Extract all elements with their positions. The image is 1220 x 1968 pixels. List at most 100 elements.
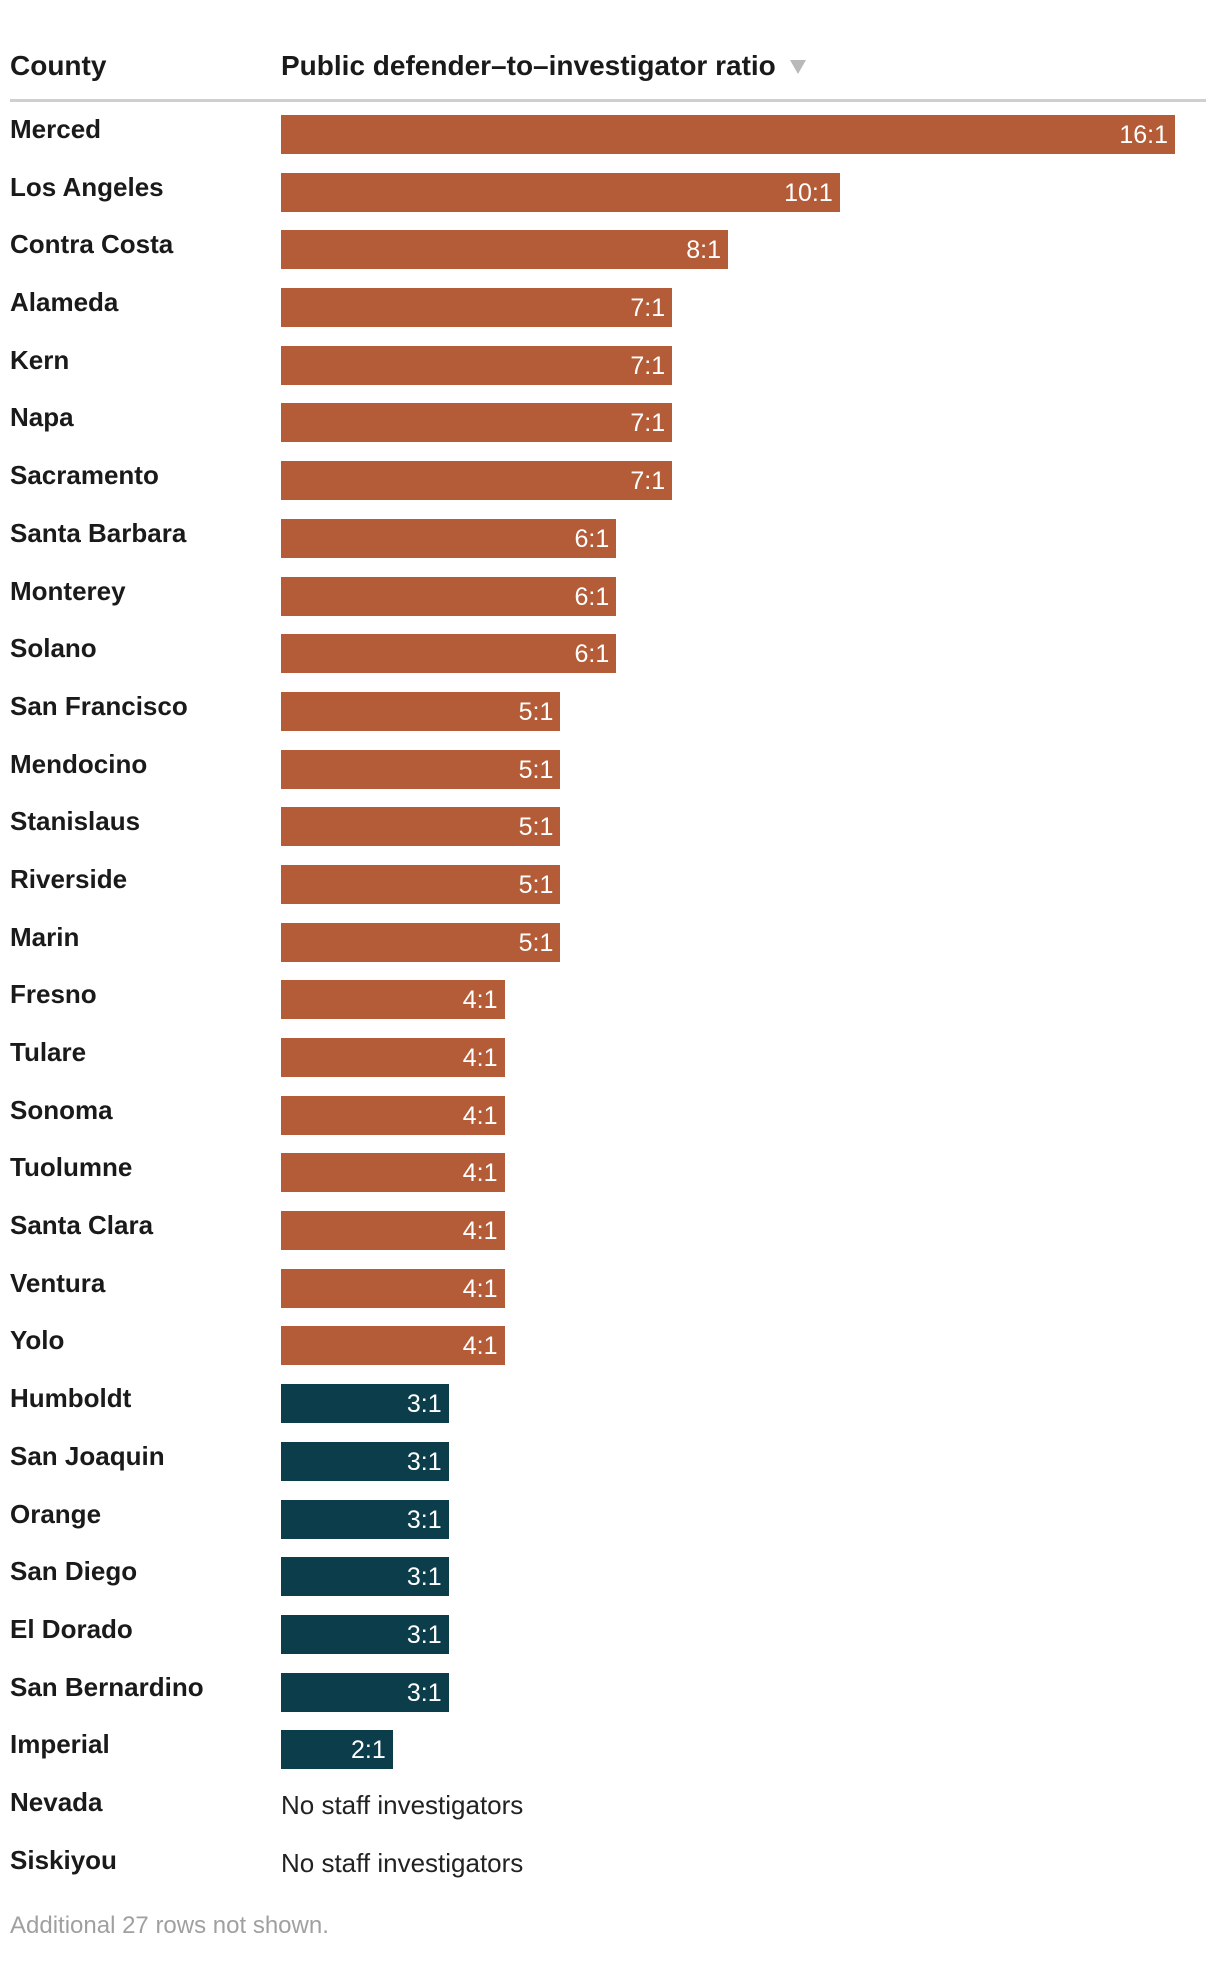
ratio-bar-label: 4:1 <box>462 1159 498 1188</box>
table-row: Sonoma 4:1 <box>10 1083 1206 1141</box>
ratio-bar: 3:1 <box>281 1384 449 1424</box>
ratio-bar: 2:1 <box>281 1730 393 1770</box>
ratio-bar: 3:1 <box>281 1441 449 1481</box>
sort-descending-icon[interactable] <box>789 60 806 74</box>
county-name: Los Angeles <box>10 171 164 202</box>
table-row: Mendocino 5:1 <box>10 737 1206 795</box>
ratio-bar: 16:1 <box>281 115 1175 154</box>
ratio-bar-label: 7:1 <box>630 294 666 323</box>
ratio-bar: 3:1 <box>281 1499 449 1539</box>
county-name: San Diego <box>10 1556 138 1587</box>
table-row: Imperial 2:1 <box>10 1717 1206 1775</box>
county-name: Alameda <box>10 287 119 318</box>
ratio-bar: 4:1 <box>281 1211 505 1251</box>
table-row: Marin 5:1 <box>10 910 1206 968</box>
ratio-bar-label: 16:1 <box>1119 121 1168 149</box>
ratio-table: County Public defender–to–investigator r… <box>10 0 1206 1890</box>
table-row: San Diego 3:1 <box>10 1544 1206 1602</box>
ratio-column-header-label: Public defender–to–investigator ratio <box>281 50 776 81</box>
ratio-bar: 5:1 <box>281 691 561 731</box>
table-row: Santa Clara 4:1 <box>10 1198 1206 1256</box>
ratio-bar: 5:1 <box>281 922 561 962</box>
county-name: Monterey <box>10 575 126 606</box>
ratio-bar-label: 5:1 <box>518 697 554 726</box>
county-name: Ventura <box>10 1267 106 1298</box>
table-row: Riverside 5:1 <box>10 852 1206 910</box>
ratio-column-header[interactable]: Public defender–to–investigator ratio <box>281 46 806 86</box>
ratio-bar-label: 4:1 <box>462 986 498 1015</box>
ratio-bar: 7:1 <box>281 345 673 385</box>
ratio-bar-label: 7:1 <box>630 351 666 380</box>
table-row: San Bernardino 3:1 <box>10 1660 1206 1718</box>
ratio-bar-label: 6:1 <box>574 640 610 669</box>
ratio-bar-label: 4:1 <box>462 1044 498 1072</box>
ratio-bar-label: 8:1 <box>686 236 721 265</box>
ratio-bar-label: 3:1 <box>406 1620 442 1649</box>
county-name: Fresno <box>10 979 97 1010</box>
table-row: Los Angeles 10:1 <box>10 160 1206 218</box>
ratio-bar: 5:1 <box>281 807 561 847</box>
ratio-bar: 3:1 <box>281 1672 449 1712</box>
ratio-bar-label: 7:1 <box>630 467 666 496</box>
ratio-bar: 4:1 <box>281 1095 505 1135</box>
ratio-bar: 7:1 <box>281 288 673 328</box>
county-name: Sacramento <box>10 460 159 491</box>
table-row: Merced 16:1 <box>10 102 1206 160</box>
ratio-bar-label: 6:1 <box>574 582 610 611</box>
no-staff-text: No staff investigators <box>281 1847 524 1878</box>
ratio-bar-label: 3:1 <box>406 1563 442 1592</box>
county-name: Tuolumne <box>10 1152 133 1183</box>
county-name: Kern <box>10 344 70 375</box>
table-row: Nevada No staff investigators <box>10 1775 1206 1833</box>
ratio-bar: 10:1 <box>281 172 840 212</box>
county-name: San Francisco <box>10 690 188 721</box>
ratio-bar-label: 6:1 <box>574 524 610 553</box>
county-name: San Joaquin <box>10 1440 165 1471</box>
table-row: Tuolumne 4:1 <box>10 1140 1206 1198</box>
ratio-bar-label: 4:1 <box>462 1101 498 1130</box>
ratio-bar-label: 4:1 <box>462 1217 498 1246</box>
table-row: Orange 3:1 <box>10 1487 1206 1545</box>
ratio-bar-label: 4:1 <box>462 1274 498 1303</box>
county-name: Merced <box>10 114 102 144</box>
county-name: Mendocino <box>10 748 148 779</box>
county-name: Riverside <box>10 863 128 894</box>
county-name: Yolo <box>10 1325 65 1356</box>
county-name: Solano <box>10 633 97 664</box>
table-row: Stanislaus 5:1 <box>10 794 1206 852</box>
ratio-bar: 4:1 <box>281 1038 505 1077</box>
ratio-bar: 3:1 <box>281 1557 449 1597</box>
county-name: Napa <box>10 402 74 433</box>
table-row: Napa 7:1 <box>10 390 1206 448</box>
county-name: Orange <box>10 1498 102 1529</box>
table-row: Monterey 6:1 <box>10 564 1206 622</box>
county-column-header[interactable]: County <box>10 50 107 81</box>
county-name: Siskiyou <box>10 1844 117 1875</box>
table-row: Alameda 7:1 <box>10 275 1206 333</box>
county-name: Contra Costa <box>10 229 174 260</box>
ratio-bar: 3:1 <box>281 1614 449 1654</box>
ratio-bar: 6:1 <box>281 518 617 558</box>
ratio-bar: 5:1 <box>281 749 561 789</box>
ratio-bar-label: 4:1 <box>462 1332 498 1361</box>
table-row: Siskiyou No staff investigators <box>10 1833 1206 1891</box>
ratio-bar-label: 5:1 <box>518 928 554 957</box>
ratio-bar-label: 3:1 <box>406 1447 442 1476</box>
county-name: Sonoma <box>10 1094 113 1125</box>
ratio-bar-label: 3:1 <box>406 1678 442 1707</box>
ratio-bar-label: 5:1 <box>518 870 554 899</box>
table-row: Contra Costa 8:1 <box>10 217 1206 275</box>
ratio-bar: 4:1 <box>281 1153 505 1193</box>
ratio-bar: 6:1 <box>281 634 617 674</box>
ratio-bar-label: 3:1 <box>406 1390 442 1419</box>
ratio-bar: 5:1 <box>281 864 561 904</box>
county-name: Santa Clara <box>10 1210 154 1241</box>
table-body: Merced 16:1 Los Angeles 10:1 Contra Costa 8:1… <box>10 102 1206 1890</box>
table-row: Fresno 4:1 <box>10 967 1206 1025</box>
table-row: Santa Barbara 6:1 <box>10 506 1206 564</box>
table-row: Sacramento 7:1 <box>10 448 1206 506</box>
ratio-bar: 8:1 <box>281 230 728 270</box>
table-row: Solano 6:1 <box>10 621 1206 679</box>
ratio-bar: 4:1 <box>281 1268 505 1308</box>
county-name: Nevada <box>10 1786 103 1817</box>
